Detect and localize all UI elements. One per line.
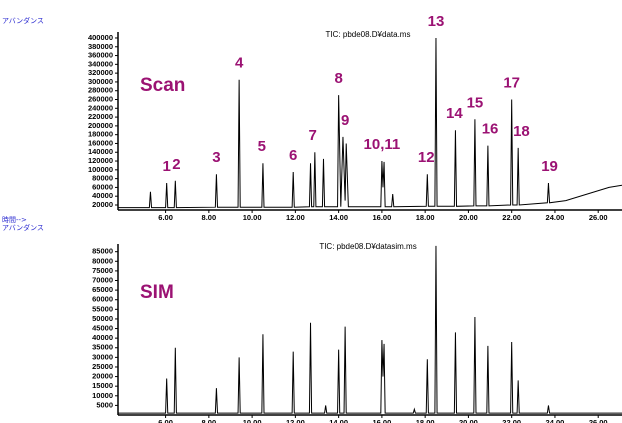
y-tick-label: 220000	[88, 112, 113, 121]
y-tick-label: 35000	[92, 343, 113, 352]
chart-title: TIC: pbde08.D¥datasim.ms	[319, 242, 416, 251]
y-tick-label: 360000	[88, 51, 113, 60]
y-tick-label: 340000	[88, 59, 113, 68]
y-tick-label: 80000	[92, 174, 113, 183]
peak-label: 1	[162, 158, 170, 175]
y-tick-label: 45000	[92, 324, 113, 333]
x-tick-label: 14.00	[329, 418, 348, 423]
x-tick-label: 16.00	[373, 418, 392, 423]
y-tick-label: 25000	[92, 362, 113, 371]
y-tick-label: 40000	[92, 191, 113, 200]
peak-label: 12	[418, 149, 435, 166]
time-label: 時間-->	[2, 216, 27, 224]
x-tick-label: 12.00	[286, 213, 305, 222]
x-tick-label: 12.00	[286, 418, 305, 423]
y-tick-label: 240000	[88, 103, 113, 112]
x-tick-label: 6.00	[158, 213, 173, 222]
x-tick-label: 6.00	[158, 418, 173, 423]
peak-label: 9	[341, 112, 349, 129]
x-tick-label: 20.00	[459, 213, 478, 222]
x-tick-label: 14.00	[329, 213, 348, 222]
peak-label: 10,11	[364, 136, 401, 153]
y-tick-label: 85000	[92, 247, 113, 256]
y-tick-label: 5000	[96, 400, 113, 409]
x-tick-label: 18.00	[416, 213, 435, 222]
peak-label: 5	[258, 138, 266, 155]
y-tick-label: 70000	[92, 275, 113, 284]
x-tick-label: 10.00	[243, 418, 262, 423]
y-tick-label: 10000	[92, 391, 113, 400]
mode-label: Scan	[140, 75, 185, 96]
peak-label: 15	[467, 94, 484, 111]
y-tick-label: 100000	[88, 165, 113, 174]
x-tick-label: 8.00	[202, 418, 217, 423]
abundance-label: アバンダンス	[2, 16, 44, 25]
y-tick-label: 200000	[88, 121, 113, 130]
abundance-label: アバンダンス	[2, 223, 44, 232]
y-tick-label: 320000	[88, 68, 113, 77]
peak-label: 2	[172, 156, 180, 173]
peak-label: 19	[541, 158, 558, 175]
peak-label: 16	[482, 121, 499, 138]
y-tick-label: 60000	[92, 295, 113, 304]
y-tick-label: 260000	[88, 94, 113, 103]
peak-label: 3	[212, 149, 220, 166]
y-tick-label: 65000	[92, 285, 113, 294]
y-tick-label: 280000	[88, 86, 113, 95]
x-tick-label: 18.00	[416, 418, 435, 423]
peak-label: 13	[428, 13, 445, 30]
chart-title: TIC: pbde08.D¥data.ms	[326, 30, 411, 39]
x-tick-label: 10.00	[243, 213, 262, 222]
y-tick-label: 50000	[92, 314, 113, 323]
x-tick-label: 8.00	[202, 213, 217, 222]
chromatogram-trace	[118, 37, 622, 209]
y-tick-label: 140000	[88, 147, 113, 156]
chromatogram-trace	[118, 245, 622, 414]
x-tick-label: 20.00	[459, 418, 478, 423]
mode-label: SIM	[140, 282, 174, 303]
x-tick-label: 24.00	[546, 213, 565, 222]
y-tick-label: 380000	[88, 42, 113, 51]
y-tick-label: 120000	[88, 156, 113, 165]
y-tick-label: 300000	[88, 77, 113, 86]
y-tick-label: 40000	[92, 333, 113, 342]
x-tick-label: 24.00	[546, 418, 565, 423]
y-tick-label: 160000	[88, 138, 113, 147]
y-tick-label: 180000	[88, 130, 113, 139]
x-tick-label: 22.00	[502, 213, 521, 222]
y-tick-label: 400000	[88, 33, 113, 42]
y-tick-label: 55000	[92, 304, 113, 313]
x-tick-label: 22.00	[502, 418, 521, 423]
y-tick-label: 20000	[92, 200, 113, 209]
peak-label: 17	[503, 74, 520, 91]
x-tick-label: 26.00	[589, 418, 608, 423]
y-tick-label: 30000	[92, 352, 113, 361]
peak-label: 8	[334, 70, 342, 87]
peak-label: 18	[513, 123, 530, 140]
peak-label: 7	[309, 127, 317, 144]
peak-label: 4	[235, 55, 244, 72]
y-tick-label: 20000	[92, 372, 113, 381]
y-tick-label: 15000	[92, 381, 113, 390]
y-tick-label: 60000	[92, 182, 113, 191]
y-tick-label: 80000	[92, 256, 113, 265]
peak-label: 14	[446, 105, 463, 122]
y-tick-label: 75000	[92, 266, 113, 275]
x-tick-label: 26.00	[589, 213, 608, 222]
x-tick-label: 16.00	[373, 213, 392, 222]
peak-label: 6	[289, 147, 297, 164]
